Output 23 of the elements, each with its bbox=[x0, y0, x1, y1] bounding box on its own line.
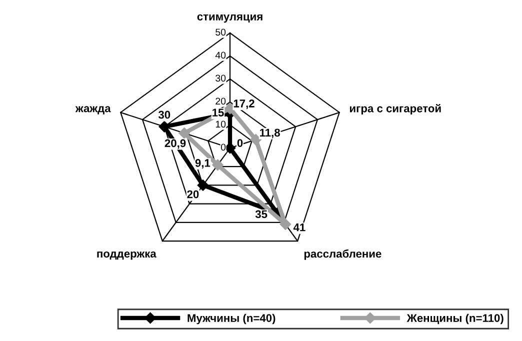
data-label: 30 bbox=[158, 110, 170, 119]
text: Женщины (n=110) bbox=[406, 314, 504, 324]
spoke-label: жажда bbox=[75, 106, 111, 114]
y-tick-label: 20 bbox=[216, 98, 226, 105]
data-label: 11,8 bbox=[260, 128, 280, 138]
text: Мужчины (n=40) bbox=[188, 314, 276, 324]
data-label: 9,1 bbox=[195, 159, 210, 169]
spoke-label: расслабление bbox=[304, 249, 382, 260]
data-label: 20,9 bbox=[164, 139, 186, 149]
spoke-label: игра с сигаретой bbox=[350, 104, 441, 115]
data-label: 20 bbox=[187, 190, 199, 198]
y-tick-label: 50 bbox=[216, 28, 226, 36]
spoke-label: стимуляция bbox=[197, 14, 262, 23]
y-tick-label: 30 bbox=[216, 74, 226, 82]
data-label: 0 bbox=[237, 139, 243, 147]
data-label: 15 bbox=[212, 108, 224, 116]
spoke-label: поддержка bbox=[97, 251, 156, 260]
y-tick-label: 10 bbox=[216, 120, 226, 128]
data-label: 17,2 bbox=[234, 100, 254, 110]
y-tick-label: 0 bbox=[220, 144, 226, 151]
y-tick-label: 40 bbox=[215, 52, 226, 59]
data-label: 35 bbox=[255, 210, 268, 218]
data-label: 41 bbox=[293, 224, 306, 232]
